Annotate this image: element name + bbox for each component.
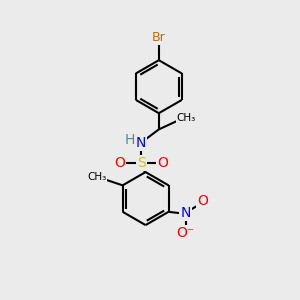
Text: H: H [125, 133, 135, 147]
Text: O: O [158, 156, 168, 170]
Text: S: S [137, 156, 146, 170]
Text: Br: Br [152, 31, 166, 44]
Text: O: O [197, 194, 208, 208]
Text: N: N [136, 136, 146, 150]
Text: O⁻: O⁻ [176, 226, 195, 240]
Text: O: O [114, 156, 125, 170]
Text: CH₃: CH₃ [177, 113, 196, 124]
Text: N: N [180, 206, 191, 220]
Text: CH₃: CH₃ [87, 172, 106, 182]
